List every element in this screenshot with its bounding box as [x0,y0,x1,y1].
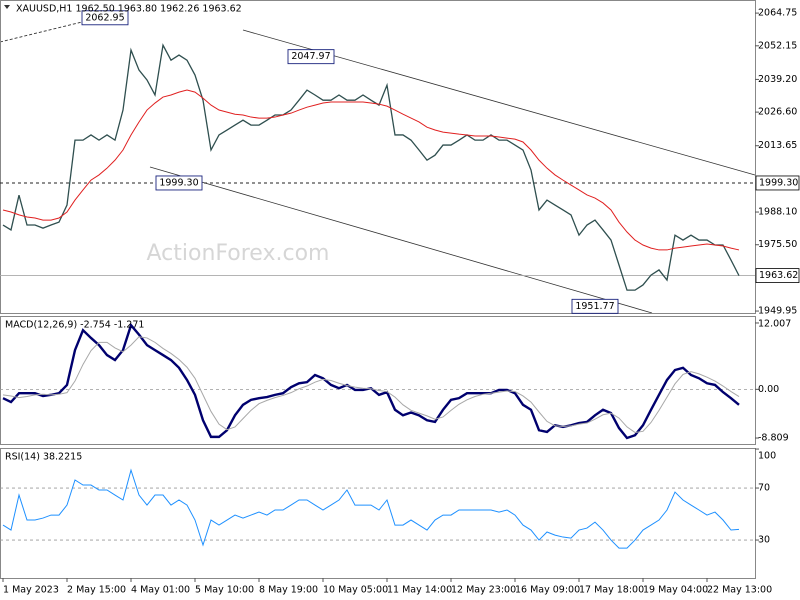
y-tick-label: 30 [758,535,770,546]
annotation-label: 2062.95 [85,12,124,23]
panel-title: XAUUSD,H1 1962.50 1963.80 1962.26 1963.6… [16,4,242,15]
y-tick-label: -8.809 [758,433,789,444]
annotation-box [81,10,129,26]
x-tick-label: 17 May 18:00 [579,585,644,596]
annotation-box [571,298,619,314]
x-tick-label: 4 May 01:00 [131,585,190,596]
channel-lower [149,166,653,314]
y-tick-label: 2013.65 [758,140,797,151]
price-label-box [755,175,800,191]
y-tick-label: 1988.10 [758,207,797,218]
y-tick-label: 2039.20 [758,74,797,85]
series-line [2,336,740,433]
x-tick-label: 1 May 2023 [3,585,59,596]
panel-frame [0,316,756,445]
menu-icon [4,5,10,9]
annotation-box [287,49,335,65]
annotation-box [155,175,203,191]
series-line [2,322,740,440]
y-tick-label: 70 [758,483,770,494]
series-line [2,43,740,291]
y-tick-label: 2052.15 [758,40,797,51]
panel-title: RSI(14) 38.2215 [5,452,82,463]
trend-line-dotted [0,21,83,43]
x-tick-label: 5 May 10:00 [195,585,254,596]
panel-frame [0,0,756,314]
x-tick-label: 8 May 19:00 [259,585,318,596]
panel-title: MACD(12,26,9) -2.754 -1.271 [5,320,144,331]
y-tick-label: 2026.60 [758,107,797,118]
x-tick-label: 19 May 04:00 [643,585,708,596]
annotation-label: 2047.97 [291,51,330,62]
series-line [2,89,740,251]
panel-frame [0,448,756,579]
x-tick-label: 12 May 23:00 [451,585,516,596]
watermark: ActionForex.com [147,241,330,266]
y-tick-label: 0.00 [758,384,779,395]
x-tick-label: 16 May 09:00 [515,585,580,596]
y-tick-label: 1975.50 [758,239,797,250]
x-tick-label: 10 May 05:00 [323,585,388,596]
x-tick-label: 22 May 13:00 [707,585,772,596]
series-line [2,468,740,549]
price-label: 1963.62 [759,270,798,281]
y-tick-label: 1949.95 [758,306,797,317]
y-tick-label: 100 [758,451,776,462]
price-label-box [755,268,800,283]
y-tick-label: 12.007 [758,319,791,330]
x-tick-label: 11 May 14:00 [387,585,452,596]
price-label: 1999.30 [759,177,798,188]
x-tick-label: 2 May 15:00 [67,585,126,596]
annotation-label: 1951.77 [575,301,614,312]
annotation-label: 1999.30 [159,177,198,188]
y-tick-label: 2064.75 [758,8,797,19]
